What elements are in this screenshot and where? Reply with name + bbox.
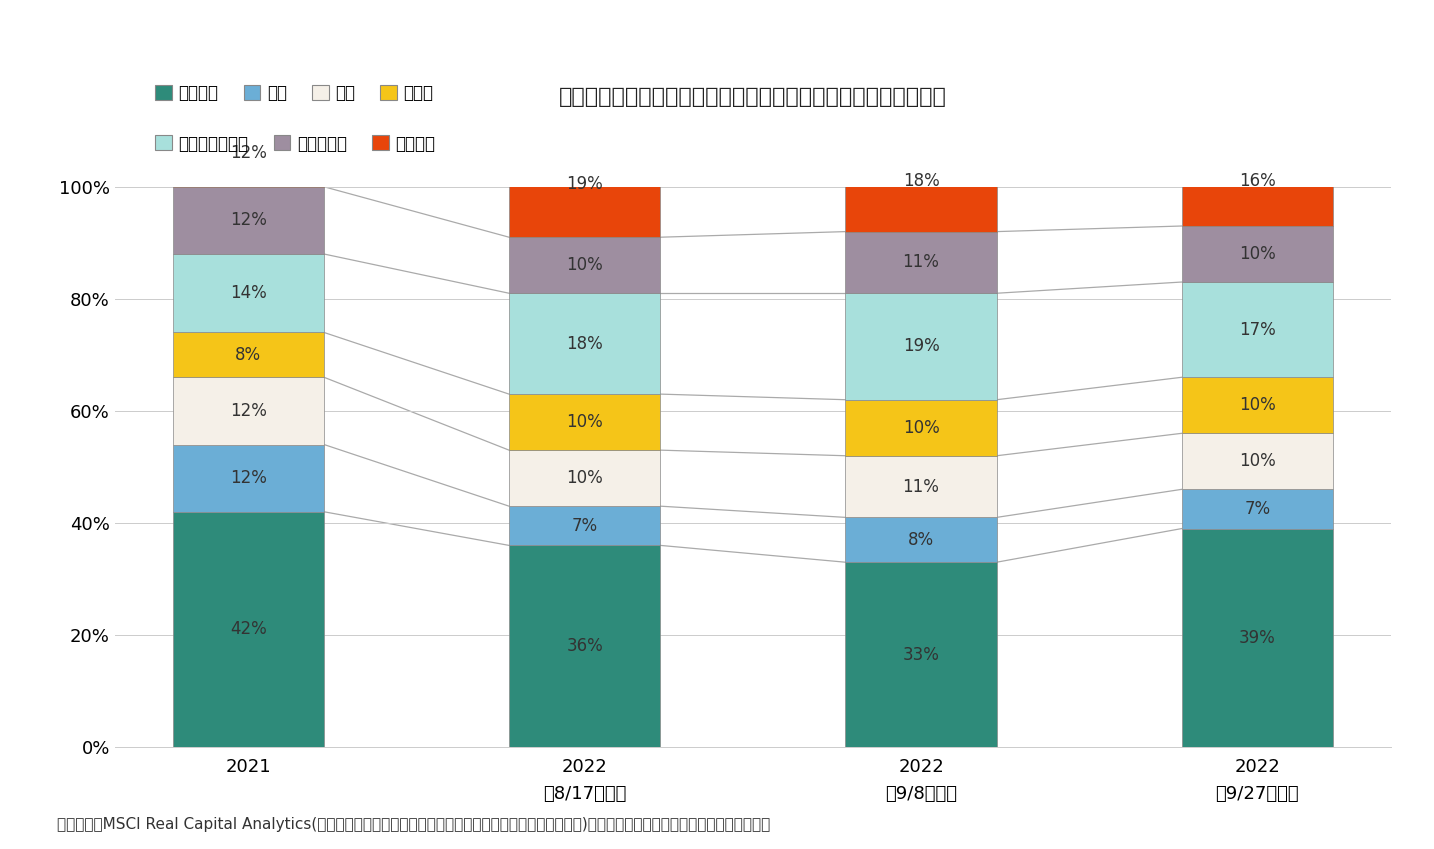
Text: 11%: 11%	[902, 253, 939, 272]
Text: 14%: 14%	[229, 284, 267, 302]
Bar	[845, 232, 997, 293]
Text: 39%: 39%	[1239, 629, 1276, 647]
Text: 12%: 12%	[229, 211, 267, 229]
Bar	[1182, 433, 1334, 489]
Bar	[845, 131, 997, 232]
Bar	[1182, 377, 1334, 433]
Bar	[172, 187, 324, 254]
Bar	[172, 445, 324, 512]
Text: （資料）　MSCI Real Capital Analytics(エム・エス・シー・アイ・リアル・キャピタル・アナリティクス)の公表データからニッセイ基礎研究所: （資料） MSCI Real Capital Analytics(エム・エス・シ…	[57, 817, 770, 832]
Bar	[845, 562, 997, 747]
Text: 33%: 33%	[902, 645, 939, 664]
Bar	[1182, 282, 1334, 377]
Text: 17%: 17%	[1239, 321, 1276, 339]
Text: 18%: 18%	[566, 335, 604, 352]
Bar	[172, 377, 324, 445]
Text: 12%: 12%	[229, 402, 267, 420]
Bar	[1182, 226, 1334, 282]
Text: 19%: 19%	[902, 337, 939, 356]
Legend: 賃貸マンション, ヘルスケア, 開発用地: 賃貸マンション, ヘルスケア, 開発用地	[149, 128, 442, 160]
Text: 19%: 19%	[566, 175, 604, 193]
Bar	[1182, 489, 1334, 529]
Bar	[172, 254, 324, 333]
Text: 10%: 10%	[566, 413, 604, 431]
Bar	[1182, 137, 1334, 226]
Bar	[509, 545, 661, 747]
Bar	[509, 293, 661, 394]
Bar	[172, 512, 324, 747]
Text: 10%: 10%	[566, 256, 604, 274]
Bar	[845, 517, 997, 562]
Bar	[172, 333, 324, 377]
Text: 12%: 12%	[229, 469, 267, 487]
Text: 12%: 12%	[229, 144, 267, 162]
Bar	[845, 293, 997, 400]
Text: 10%: 10%	[1239, 245, 1276, 263]
Bar	[845, 400, 997, 456]
Bar	[509, 450, 661, 506]
Text: 10%: 10%	[1239, 396, 1276, 414]
Text: 8%: 8%	[235, 346, 261, 364]
Bar	[845, 456, 997, 517]
Bar	[1182, 529, 1334, 747]
Bar	[509, 394, 661, 450]
Title: 図表１　各用途の取引額が全体の取引額に占める割合（累計額）: 図表１ 各用途の取引額が全体の取引額に占める割合（累計額）	[559, 87, 946, 108]
Bar	[509, 131, 661, 237]
Text: 10%: 10%	[566, 469, 604, 487]
Text: 7%: 7%	[1245, 500, 1271, 518]
Text: 10%: 10%	[902, 419, 939, 436]
Text: 8%: 8%	[908, 531, 934, 548]
Text: 11%: 11%	[902, 477, 939, 496]
Text: 7%: 7%	[572, 517, 598, 535]
Bar	[509, 506, 661, 545]
Bar	[172, 120, 324, 187]
Text: 18%: 18%	[902, 172, 939, 190]
Text: 10%: 10%	[1239, 453, 1276, 470]
Text: 36%: 36%	[566, 638, 604, 655]
Text: 16%: 16%	[1239, 172, 1276, 190]
Text: 42%: 42%	[229, 621, 267, 638]
Bar	[509, 237, 661, 293]
